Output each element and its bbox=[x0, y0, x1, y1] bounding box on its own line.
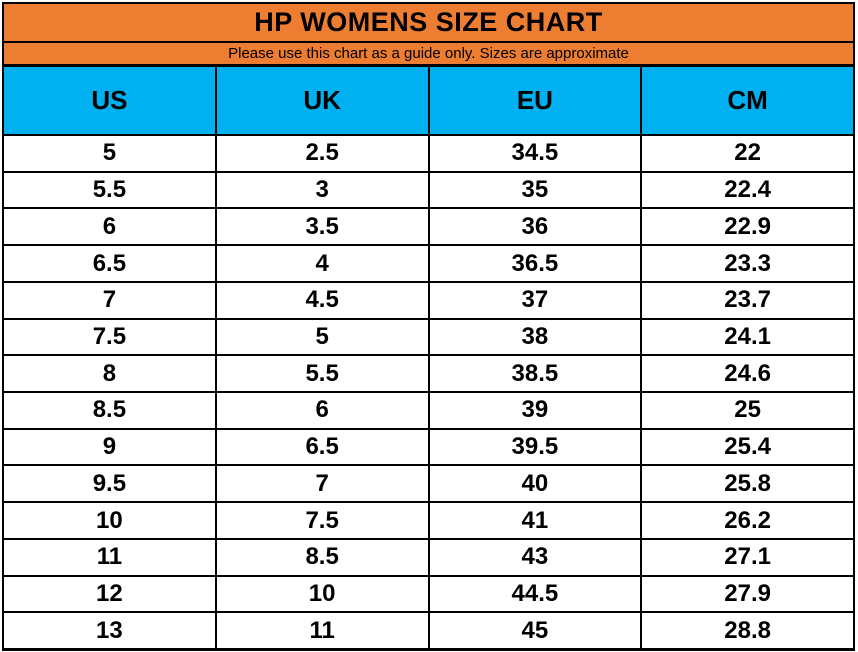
table-cell: 5 bbox=[102, 139, 117, 167]
table-cell: 25 bbox=[640, 393, 853, 428]
table-cell: 23.7 bbox=[640, 282, 853, 318]
table-cell: 8 bbox=[102, 359, 117, 387]
table-body: 5 2.5 34.5 22 5.5 3 35 22.4 6 3.5 36 22.9 6.5 4 36.5 23… bbox=[4, 136, 853, 649]
table-cell: 44.5 bbox=[427, 576, 641, 612]
table-cell: 41 bbox=[427, 503, 641, 538]
table-cell: 45 bbox=[427, 613, 641, 649]
table-cell: 25.8 bbox=[640, 466, 853, 502]
table-cell: 7.5 bbox=[92, 322, 127, 350]
table-row: 6.5 4 36.5 23.3 bbox=[4, 246, 853, 283]
table-cell: 4 bbox=[214, 246, 428, 281]
table-cell: 4.5 bbox=[214, 282, 428, 318]
table-row: 7.5 5 38 24.1 bbox=[4, 319, 853, 357]
table-cell: 12 bbox=[96, 579, 123, 607]
table-cell: 25.4 bbox=[640, 429, 853, 465]
table-cell: 11 bbox=[96, 543, 123, 571]
table-row: 13 11 45 28.8 bbox=[4, 613, 853, 649]
table-cell: 8.5 bbox=[214, 539, 428, 575]
table-cell: 3 bbox=[214, 172, 428, 208]
table-cell: 24.6 bbox=[640, 356, 853, 392]
table-row: 9 6.5 39.5 25.4 bbox=[4, 429, 853, 467]
table-cell: 9.5 bbox=[92, 469, 127, 497]
table-cell: 6 bbox=[102, 212, 117, 240]
table-cell: 22.4 bbox=[640, 172, 853, 208]
table-cell: 38 bbox=[427, 319, 641, 355]
table-row: 5 2.5 34.5 22 bbox=[4, 136, 853, 173]
table-cell: 27.1 bbox=[640, 539, 853, 575]
table-cell: 40 bbox=[427, 466, 641, 502]
table-cell: 6 bbox=[214, 393, 428, 428]
table-row: 6 3.5 36 22.9 bbox=[4, 209, 853, 247]
table-row: 9.5 7 40 25.8 bbox=[4, 466, 853, 504]
table-cell: 7.5 bbox=[214, 503, 428, 538]
table-cell: 23.3 bbox=[640, 246, 853, 281]
table-cell: 7 bbox=[102, 286, 117, 314]
column-header-cm: CM bbox=[640, 67, 853, 134]
table-cell: 38.5 bbox=[427, 356, 641, 392]
table-cell: 27.9 bbox=[640, 576, 853, 612]
table-cell: 37 bbox=[427, 282, 641, 318]
table-cell: 5.5 bbox=[214, 356, 428, 392]
table-cell: 24.1 bbox=[640, 319, 853, 355]
table-cell: 34.5 bbox=[427, 136, 641, 171]
table-cell: 39 bbox=[427, 393, 641, 428]
table-cell: 36 bbox=[427, 209, 641, 245]
table-cell: 7 bbox=[214, 466, 428, 502]
table-cell: 6.5 bbox=[92, 249, 127, 277]
table-cell: 22 bbox=[640, 136, 853, 171]
table-cell: 5.5 bbox=[92, 176, 127, 204]
table-cell: 39.5 bbox=[427, 429, 641, 465]
table-row: 8 5.5 38.5 24.6 bbox=[4, 356, 853, 394]
table-row: 8.5 6 39 25 bbox=[4, 393, 853, 430]
chart-title: HP WOMENS SIZE CHART bbox=[4, 4, 853, 43]
table-cell: 11 bbox=[214, 613, 428, 649]
table-cell: 8.5 bbox=[92, 396, 127, 424]
table-cell: 22.9 bbox=[640, 209, 853, 245]
column-header-us: US bbox=[91, 85, 128, 115]
table-cell: 2.5 bbox=[214, 136, 428, 171]
table-cell: 28.8 bbox=[640, 613, 853, 649]
table-cell: 5 bbox=[214, 319, 428, 355]
column-header-uk: UK bbox=[214, 67, 428, 134]
table-cell: 43 bbox=[427, 539, 641, 575]
table-cell: 10 bbox=[214, 576, 428, 612]
table-cell: 35 bbox=[427, 172, 641, 208]
table-cell: 9 bbox=[102, 433, 117, 461]
table-row: 10 7.5 41 26.2 bbox=[4, 503, 853, 540]
table-row: 5.5 3 35 22.4 bbox=[4, 172, 853, 210]
table-cell: 36.5 bbox=[427, 246, 641, 281]
table-row: 7 4.5 37 23.7 bbox=[4, 282, 853, 320]
column-header-eu: EU bbox=[427, 67, 641, 134]
table-cell: 26.2 bbox=[640, 503, 853, 538]
table-header-row: US UK EU CM bbox=[4, 67, 853, 136]
table-row: 11 8.5 43 27.1 bbox=[4, 539, 853, 577]
table-cell: 13 bbox=[96, 616, 123, 644]
table-cell: 6.5 bbox=[214, 429, 428, 465]
chart-disclaimer: Please use this chart as a guide only. S… bbox=[4, 43, 853, 67]
table-row: 12 10 44.5 27.9 bbox=[4, 576, 853, 614]
table-cell: 3.5 bbox=[214, 209, 428, 245]
table-cell: 10 bbox=[96, 506, 123, 534]
